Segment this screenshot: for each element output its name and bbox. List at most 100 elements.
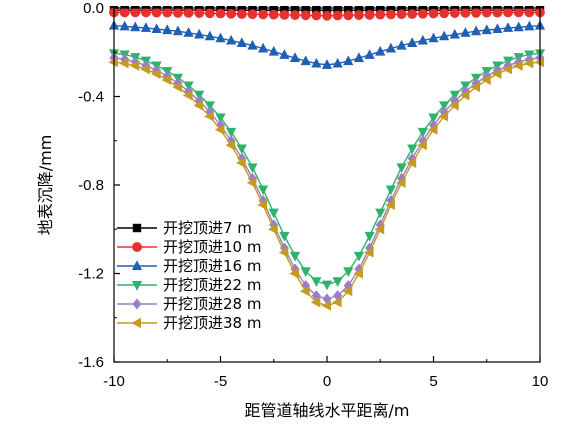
data-point	[353, 268, 363, 279]
legend-marker	[132, 242, 142, 252]
data-point	[290, 10, 300, 20]
x-axis: -10 -5 0 5 10	[103, 356, 548, 390]
series-3	[108, 19, 546, 69]
data-point	[460, 7, 471, 18]
data-point	[194, 28, 205, 39]
data-point	[108, 57, 118, 68]
data-point	[438, 111, 449, 122]
data-point	[375, 9, 386, 20]
data-point	[236, 9, 247, 19]
data-point	[428, 113, 439, 124]
data-point	[183, 27, 194, 37]
legend-marker	[131, 260, 143, 270]
x-axis-title: 距管道轴线水平距离/m	[245, 401, 410, 420]
data-point	[332, 277, 343, 287]
y-tick-label: -0.8	[78, 177, 104, 194]
data-point	[140, 22, 152, 32]
data-point	[289, 251, 301, 262]
data-point	[268, 224, 278, 235]
data-point	[353, 52, 365, 62]
data-point	[182, 90, 193, 101]
data-point	[364, 9, 375, 20]
legend-entry: 开挖顶进28 m	[117, 295, 261, 313]
data-point	[524, 20, 535, 31]
data-point	[151, 7, 162, 18]
data-point	[172, 7, 183, 18]
data-point	[204, 30, 215, 41]
data-point	[172, 81, 182, 93]
data-point	[130, 7, 141, 18]
data-point	[193, 100, 204, 111]
data-point	[226, 34, 237, 45]
data-point	[299, 286, 310, 297]
data-point	[268, 9, 279, 20]
data-point	[300, 10, 311, 21]
data-point	[417, 34, 428, 45]
data-point	[417, 140, 427, 151]
data-point	[354, 10, 364, 20]
data-point	[502, 22, 514, 32]
data-point	[385, 42, 396, 53]
legend-label: 开挖顶进22 m	[163, 276, 261, 294]
legend-entry: 开挖顶进22 m	[117, 276, 261, 294]
series-6	[108, 57, 544, 311]
data-point	[226, 127, 237, 138]
data-point	[204, 8, 215, 19]
x-tick-label: -10	[103, 373, 125, 390]
data-point	[279, 9, 290, 20]
data-point	[194, 8, 205, 18]
data-point	[502, 64, 513, 75]
data-point	[214, 124, 225, 135]
data-point	[130, 21, 141, 32]
data-point	[396, 39, 407, 50]
data-point	[395, 177, 406, 188]
data-point	[343, 10, 354, 21]
data-point	[513, 21, 524, 32]
legend-label: 开挖顶进28 m	[163, 295, 261, 313]
data-point	[225, 140, 236, 151]
data-point	[162, 7, 173, 18]
data-point	[321, 59, 333, 69]
legend-marker	[132, 298, 142, 310]
data-point	[289, 268, 300, 279]
y-tick-label: -1.6	[78, 354, 104, 371]
data-point	[257, 199, 268, 211]
data-point	[161, 74, 172, 86]
data-point	[396, 9, 407, 20]
y-axis: 0.0 -0.4 -0.8 -1.2 -1.6	[78, 0, 120, 371]
data-point	[385, 199, 395, 211]
data-point	[343, 267, 354, 277]
y-tick-label: 0.0	[83, 0, 104, 17]
data-point	[375, 208, 386, 219]
data-point	[246, 177, 257, 188]
data-point	[129, 60, 140, 71]
data-point	[364, 231, 375, 242]
data-point	[215, 113, 226, 124]
x-tick-label: 10	[532, 373, 549, 390]
data-point	[140, 64, 150, 75]
data-point	[331, 297, 342, 308]
legend-entry: 开挖顶进16 m	[117, 257, 261, 275]
data-point	[215, 8, 226, 19]
data-point	[396, 163, 407, 174]
y-tick-label: -0.4	[78, 89, 104, 106]
data-point	[407, 9, 418, 19]
data-point	[481, 7, 492, 18]
data-point	[342, 286, 353, 297]
data-point	[375, 45, 386, 56]
legend-label: 开挖顶进16 m	[163, 257, 261, 275]
data-point	[204, 111, 214, 122]
data-point	[470, 81, 481, 93]
data-point	[449, 28, 460, 39]
data-point	[406, 157, 417, 168]
data-point	[481, 24, 492, 35]
data-point	[278, 247, 289, 258]
data-point	[439, 30, 450, 41]
data-point	[279, 49, 290, 59]
data-point	[258, 185, 269, 196]
data-point	[492, 23, 503, 33]
data-point	[363, 247, 374, 258]
data-point	[407, 37, 418, 47]
data-point	[310, 297, 321, 308]
